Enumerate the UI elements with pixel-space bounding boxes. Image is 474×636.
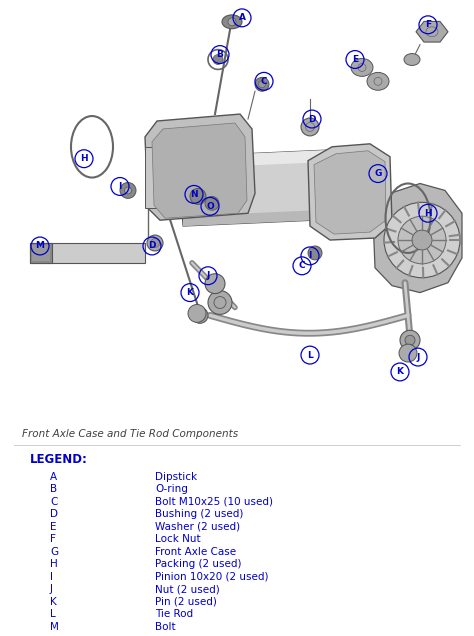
Polygon shape	[314, 151, 386, 234]
Circle shape	[405, 335, 415, 345]
Polygon shape	[183, 209, 360, 226]
Text: K: K	[396, 368, 403, 377]
Text: I: I	[50, 572, 53, 581]
Text: A: A	[238, 13, 246, 22]
Text: D: D	[308, 114, 316, 123]
Circle shape	[412, 230, 432, 250]
Text: D: D	[50, 509, 58, 519]
Polygon shape	[152, 123, 247, 218]
Text: O-ring: O-ring	[155, 484, 188, 494]
Ellipse shape	[301, 118, 319, 136]
Ellipse shape	[258, 81, 265, 88]
Circle shape	[400, 330, 420, 350]
Text: M: M	[36, 242, 45, 251]
Circle shape	[188, 305, 206, 322]
Ellipse shape	[228, 18, 236, 26]
Ellipse shape	[367, 73, 389, 90]
Text: H: H	[80, 154, 88, 163]
Text: Nut (2 used): Nut (2 used)	[155, 584, 220, 594]
Circle shape	[192, 307, 208, 323]
Text: L: L	[307, 350, 313, 359]
Polygon shape	[308, 144, 392, 240]
Text: J: J	[416, 352, 419, 362]
Text: G: G	[50, 546, 58, 556]
Bar	[32, 245, 50, 261]
Text: Front Axle Case: Front Axle Case	[155, 546, 236, 556]
Ellipse shape	[351, 59, 373, 76]
Text: H: H	[424, 209, 432, 218]
Text: I: I	[308, 251, 312, 260]
Text: C: C	[299, 261, 305, 270]
Polygon shape	[178, 149, 360, 226]
Ellipse shape	[374, 78, 382, 85]
Text: LEGEND:: LEGEND:	[30, 453, 88, 466]
Polygon shape	[178, 149, 355, 169]
Text: K: K	[50, 597, 57, 607]
Text: K: K	[186, 288, 193, 297]
Text: Front Axle Case and Tie Rod Components: Front Axle Case and Tie Rod Components	[22, 429, 238, 439]
Bar	[30, 243, 145, 263]
Text: O: O	[206, 202, 214, 211]
Text: Dipstick: Dipstick	[155, 471, 197, 481]
Text: Pin (2 used): Pin (2 used)	[155, 597, 217, 607]
Ellipse shape	[151, 238, 159, 247]
Circle shape	[384, 202, 460, 278]
Text: Tie Rod: Tie Rod	[155, 609, 193, 619]
Ellipse shape	[404, 53, 420, 66]
Text: H: H	[50, 559, 58, 569]
Ellipse shape	[358, 64, 366, 71]
Text: E: E	[352, 55, 358, 64]
Polygon shape	[145, 147, 165, 209]
Text: G: G	[374, 169, 382, 178]
Circle shape	[214, 296, 226, 308]
Ellipse shape	[426, 27, 438, 37]
Circle shape	[399, 344, 417, 362]
Ellipse shape	[222, 15, 242, 29]
Circle shape	[208, 291, 232, 314]
Text: C: C	[261, 77, 267, 86]
Circle shape	[398, 216, 446, 264]
Text: I: I	[118, 182, 122, 191]
Circle shape	[213, 55, 223, 64]
Text: Washer (2 used): Washer (2 used)	[155, 522, 240, 532]
Text: Packing (2 used): Packing (2 used)	[155, 559, 241, 569]
Text: J: J	[50, 584, 53, 594]
Circle shape	[205, 273, 225, 294]
Ellipse shape	[308, 246, 322, 260]
Polygon shape	[373, 184, 462, 293]
Text: Lock Nut: Lock Nut	[155, 534, 201, 544]
Text: F: F	[50, 534, 56, 544]
Text: B: B	[50, 484, 57, 494]
Bar	[30, 243, 52, 263]
Text: D: D	[148, 242, 156, 251]
Ellipse shape	[147, 235, 163, 251]
Ellipse shape	[125, 187, 131, 194]
Text: M: M	[50, 621, 59, 632]
Text: Pinion 10x20 (2 used): Pinion 10x20 (2 used)	[155, 572, 268, 581]
Text: C: C	[50, 497, 57, 507]
Ellipse shape	[255, 78, 269, 91]
Text: L: L	[50, 609, 56, 619]
Text: B: B	[217, 50, 223, 59]
Text: Bushing (2 used): Bushing (2 used)	[155, 509, 243, 519]
Text: E: E	[50, 522, 56, 532]
Circle shape	[190, 188, 206, 204]
Ellipse shape	[120, 183, 136, 198]
Text: N: N	[190, 190, 198, 199]
Ellipse shape	[306, 123, 315, 132]
Text: Bolt: Bolt	[155, 621, 176, 632]
Text: J: J	[206, 271, 210, 280]
Text: A: A	[50, 471, 57, 481]
Text: Bolt M10x25 (10 used): Bolt M10x25 (10 used)	[155, 497, 273, 507]
Text: F: F	[425, 20, 431, 29]
Polygon shape	[416, 22, 448, 42]
Polygon shape	[145, 114, 255, 220]
Circle shape	[205, 197, 219, 211]
